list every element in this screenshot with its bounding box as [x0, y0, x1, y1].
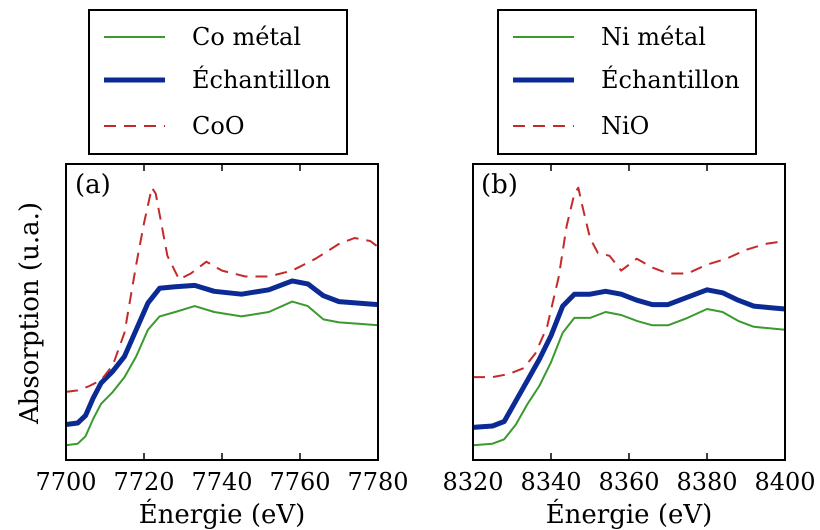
- curves-a: [65, 186, 379, 447]
- legend-a-label-3: CoO: [192, 112, 245, 140]
- series-line-a-1: [65, 278, 379, 427]
- x-tick-label-a-0: 7700: [35, 468, 96, 496]
- panel-a: 7700 7720 7740 7760 7780 (a) Énergie (eV): [35, 163, 409, 530]
- ticks-b: 8320 8340 8360 8380 8400: [442, 164, 816, 496]
- y-axis-label: Absorption (u.a.): [15, 202, 45, 425]
- curves-b: [472, 186, 786, 447]
- x-tick-label-a-4: 7780: [347, 468, 408, 496]
- legend-a: Co métal Échantillon CoO: [88, 9, 348, 155]
- x-tick-label-b-3: 8380: [676, 468, 737, 496]
- x-tick-label-a-2: 7740: [191, 468, 252, 496]
- series-line-b-0: [472, 308, 786, 447]
- x-axis-label-a: Énergie (eV): [139, 498, 306, 530]
- legend-a-label-2: Échantillon: [192, 65, 331, 94]
- panel-a-frame: [65, 163, 379, 461]
- legend-b-label-1: Ni métal: [601, 23, 706, 51]
- x-tick-label-b-2: 8360: [598, 468, 659, 496]
- legend-b: Ni métal Échantillon NiO: [497, 9, 757, 155]
- series-line-a-0: [65, 300, 379, 447]
- x-tick-label-a-1: 7720: [113, 468, 174, 496]
- series-line-b-1: [472, 287, 786, 430]
- panel-b: 8320 8340 8360 8380 8400 (b) Énergie (eV): [442, 163, 816, 530]
- x-tick-label-a-3: 7760: [269, 468, 330, 496]
- legend-a-label-1: Co métal: [192, 23, 301, 51]
- x-tick-label-b-4: 8400: [754, 468, 815, 496]
- x-axis-label-b: Énergie (eV): [546, 498, 713, 530]
- ticks-a: 7700 7720 7740 7760 7780: [35, 164, 409, 496]
- series-line-a-2: [65, 186, 379, 393]
- legend-b-label-3: NiO: [601, 112, 649, 140]
- series-line-b-2: [473, 186, 786, 379]
- panel-a-label: (a): [75, 170, 111, 200]
- legend-b-label-2: Échantillon: [601, 65, 740, 94]
- panel-b-frame: [472, 163, 786, 461]
- panel-b-label: (b): [481, 170, 518, 200]
- x-tick-label-b-0: 8320: [442, 468, 503, 496]
- x-tick-label-b-1: 8340: [520, 468, 581, 496]
